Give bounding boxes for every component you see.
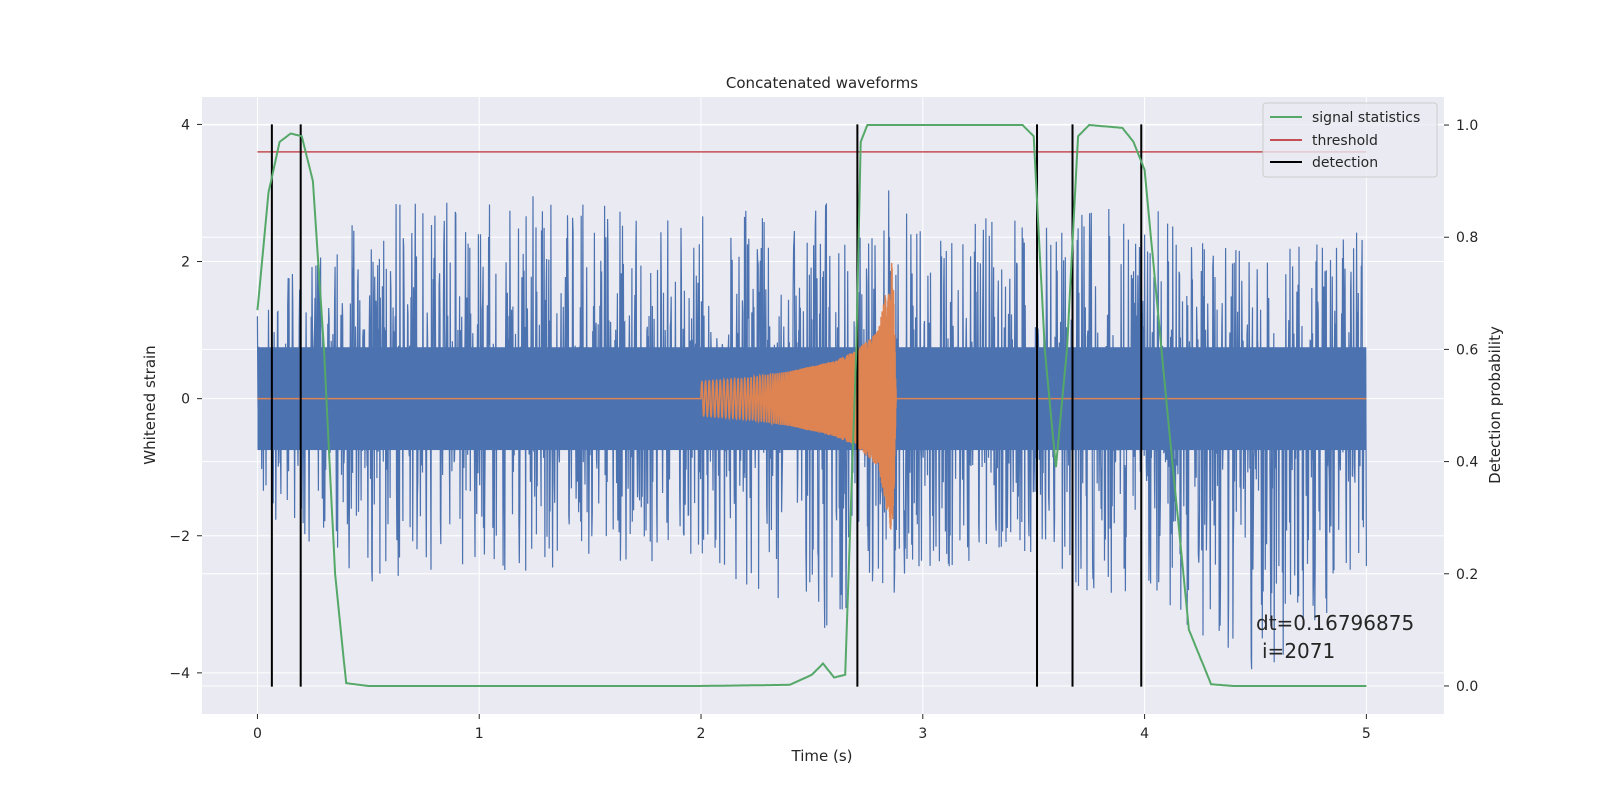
- y-tick-label-3: 2: [181, 255, 190, 271]
- x-tick-label-3: 3: [918, 726, 927, 742]
- signal-statistics-series: [256, 123, 1367, 687]
- annotation-dt: dt=0.16796875: [1256, 611, 1414, 635]
- x-tick-label-2: 2: [697, 726, 706, 742]
- y-right-tick-label-4: 0.8: [1456, 230, 1478, 246]
- legend-label-threshold: threshold: [1312, 133, 1378, 149]
- y-right-tick-label-5: 1.0: [1456, 118, 1478, 134]
- y-right-tick-label-1: 0.2: [1456, 567, 1478, 583]
- x-tick-label-1: 1: [475, 726, 484, 742]
- legend-label-detection: detection: [1312, 155, 1378, 171]
- x-tick-label-0: 0: [253, 726, 262, 742]
- y-tick-label-1: −2: [169, 529, 190, 545]
- legend: signal statistics threshold detection: [1262, 102, 1438, 178]
- y-tick-label-2: 0: [181, 392, 190, 408]
- detection-series: [270, 124, 1143, 687]
- y-tick-label-0: −4: [169, 666, 190, 682]
- y-right-tick-label-3: 0.6: [1456, 342, 1478, 358]
- y-axis-label: Whitened strain: [141, 345, 159, 464]
- signal-statistics-line: [256, 123, 1367, 687]
- y-right-tick-label-0: 0.0: [1456, 679, 1478, 695]
- x-axis-label: Time (s): [791, 747, 853, 765]
- chart-title: Concatenated waveforms: [726, 74, 918, 92]
- legend-box: [1262, 102, 1438, 178]
- axis-ticks: 0 1 2 3 4 5 −4 −2 0 2 4 0.0 0.2 0.4 0.6 0.8 1.0: [169, 117, 1478, 742]
- x-tick-label-4: 4: [1140, 726, 1149, 742]
- template-line: [257, 262, 1367, 530]
- y-right-tick-label-2: 0.4: [1456, 455, 1478, 471]
- legend-label-signal-statistics: signal statistics: [1312, 110, 1420, 126]
- template-series: [257, 262, 1367, 530]
- y-right-axis-label: Detection probability: [1486, 326, 1504, 484]
- y-tick-label-4: 4: [181, 117, 190, 133]
- annotation-i: i=2071: [1262, 639, 1335, 663]
- x-tick-label-5: 5: [1362, 726, 1371, 742]
